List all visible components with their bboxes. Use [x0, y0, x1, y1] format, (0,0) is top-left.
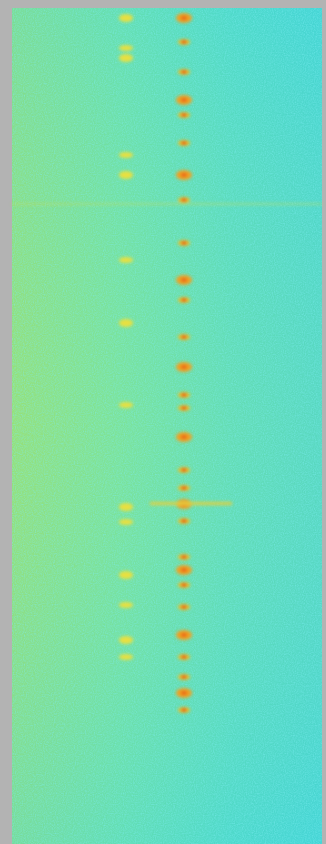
signal-blob	[119, 402, 133, 408]
signal-blob	[119, 14, 133, 22]
signal-blob	[181, 40, 187, 44]
signal-blob	[181, 70, 187, 74]
signal-blob	[181, 173, 187, 177]
signal-blob	[181, 468, 187, 472]
signal-blob	[119, 503, 133, 511]
signal-blob	[119, 519, 133, 525]
signal-blob	[119, 54, 133, 62]
signal-blob	[119, 571, 133, 579]
signal-blob	[119, 319, 133, 327]
signal-blob	[181, 198, 187, 202]
signal-blob	[181, 141, 187, 145]
signal-blob	[181, 568, 187, 572]
signal-blob	[181, 335, 187, 339]
signal-blob	[181, 278, 187, 282]
signal-blob	[181, 298, 187, 302]
signal-blob	[181, 113, 187, 117]
signal-blob	[181, 633, 187, 637]
signal-blob	[181, 519, 187, 523]
signal-blob	[181, 98, 187, 102]
signal-blob	[181, 435, 187, 439]
signal-blob	[119, 654, 133, 660]
signal-blob	[119, 152, 133, 158]
signal-blob	[181, 406, 187, 410]
signal-blob	[119, 45, 133, 51]
signal-line	[12, 203, 322, 205]
signal-traces	[12, 13, 322, 713]
signal-blob	[181, 605, 187, 609]
signal-blob	[181, 393, 187, 397]
signal-blob	[181, 486, 187, 490]
signal-blob	[181, 365, 187, 369]
signal-blob	[181, 16, 187, 20]
signal-blob	[119, 257, 133, 263]
noise	[12, 8, 322, 844]
signal-blob	[181, 708, 187, 712]
signal-line	[150, 502, 232, 505]
signal-blob	[181, 555, 187, 559]
signal-blob	[181, 583, 187, 587]
signal-blob	[119, 171, 133, 179]
signal-blob	[181, 241, 187, 245]
signal-blob	[181, 691, 187, 695]
signal-blob	[119, 602, 133, 608]
signal-blob	[119, 636, 133, 644]
signal-blob	[181, 655, 187, 659]
signal-blob	[181, 675, 187, 679]
